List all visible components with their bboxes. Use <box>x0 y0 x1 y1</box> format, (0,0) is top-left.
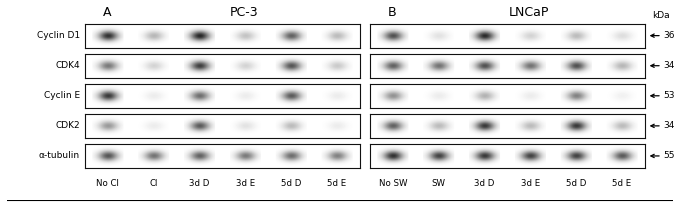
Text: α-tubulin: α-tubulin <box>39 151 80 160</box>
Text: 53: 53 <box>664 91 675 100</box>
Text: 5d D: 5d D <box>281 179 301 188</box>
Text: kDa: kDa <box>652 11 670 20</box>
Text: Cl: Cl <box>150 179 158 188</box>
Text: Cyclin E: Cyclin E <box>44 91 80 100</box>
Text: B: B <box>388 6 396 19</box>
Text: PC-3: PC-3 <box>230 6 258 19</box>
Text: 3d D: 3d D <box>474 179 494 188</box>
Text: 3d D: 3d D <box>189 179 209 188</box>
Text: 3d E: 3d E <box>236 179 255 188</box>
Text: 34: 34 <box>664 61 675 70</box>
Text: 34: 34 <box>664 121 675 130</box>
Text: 3d E: 3d E <box>521 179 540 188</box>
Text: LNCaP: LNCaP <box>509 6 549 19</box>
Text: 5d E: 5d E <box>612 179 631 188</box>
Text: CDK4: CDK4 <box>55 61 80 70</box>
Text: A: A <box>103 6 112 19</box>
Text: CDK2: CDK2 <box>55 121 80 130</box>
Text: 55: 55 <box>664 151 675 160</box>
Text: 5d E: 5d E <box>327 179 346 188</box>
Text: No SW: No SW <box>379 179 407 188</box>
Text: 36: 36 <box>664 31 675 40</box>
Text: 5d D: 5d D <box>566 179 586 188</box>
Text: No Cl: No Cl <box>97 179 119 188</box>
Text: SW: SW <box>432 179 445 188</box>
Text: Cyclin D1: Cyclin D1 <box>37 31 80 40</box>
